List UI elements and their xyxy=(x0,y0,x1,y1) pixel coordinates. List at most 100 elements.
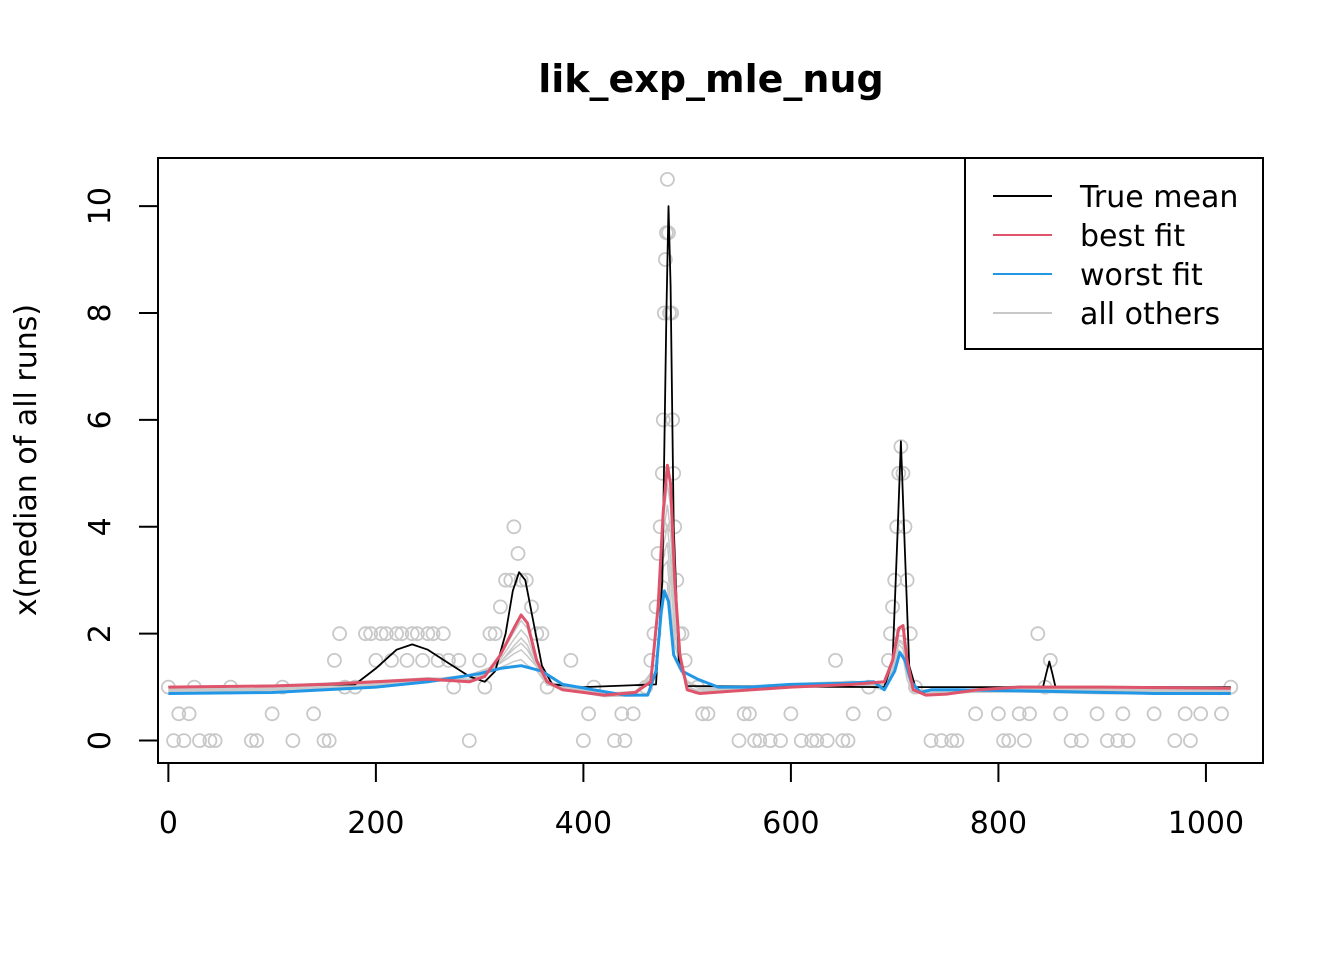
data-point xyxy=(934,733,949,748)
data-point xyxy=(176,733,192,748)
data-point xyxy=(809,733,825,748)
data-point xyxy=(793,733,809,748)
x-tick-label: 1000 xyxy=(1168,806,1244,841)
data-point xyxy=(804,733,820,748)
data-point xyxy=(576,733,591,748)
data-point xyxy=(461,733,477,748)
data-point xyxy=(166,733,182,748)
data-point xyxy=(944,733,960,748)
data-point xyxy=(207,733,223,748)
y-tick-label: 10 xyxy=(83,187,118,225)
data-point xyxy=(420,626,436,642)
data-point xyxy=(1177,706,1193,722)
data-point xyxy=(492,599,508,615)
best-fit-line xyxy=(168,463,1231,697)
legend-label: best fit xyxy=(1080,219,1185,254)
data-point xyxy=(435,626,451,642)
data-point xyxy=(326,653,342,668)
data-point xyxy=(1030,626,1046,642)
data-point xyxy=(742,706,757,722)
data-point xyxy=(1214,706,1229,722)
data-point xyxy=(845,706,861,722)
data-point xyxy=(828,653,843,668)
data-point xyxy=(487,626,503,642)
y-tick-label: 6 xyxy=(83,410,118,429)
legend-box xyxy=(964,157,1264,350)
data-point xyxy=(835,733,851,748)
data-point xyxy=(650,546,666,561)
data-point xyxy=(840,733,856,748)
x-tick-label: 400 xyxy=(555,806,612,841)
data-point xyxy=(1183,733,1198,748)
y-tick-label: 4 xyxy=(83,517,118,536)
data-point xyxy=(363,626,379,642)
data-point xyxy=(482,626,498,642)
x-tick-label: 600 xyxy=(762,806,819,841)
data-point xyxy=(747,733,762,748)
data-point xyxy=(378,626,394,642)
data-point xyxy=(441,653,456,668)
data-point xyxy=(373,626,389,642)
data-point xyxy=(264,706,280,722)
data-point xyxy=(249,733,265,748)
data-point xyxy=(306,706,322,722)
true-mean-line xyxy=(168,205,1231,688)
data-point xyxy=(652,519,668,535)
data-point xyxy=(472,653,488,668)
legend: True mean best fit worst fit all others xyxy=(964,157,1264,350)
data-point xyxy=(695,706,711,722)
data-point xyxy=(181,706,197,722)
data-point xyxy=(1017,733,1032,748)
data-point xyxy=(1100,733,1115,748)
data-point xyxy=(996,733,1011,748)
data-point xyxy=(202,733,218,748)
data-point xyxy=(625,706,641,722)
data-point xyxy=(321,733,337,748)
data-point xyxy=(171,706,187,722)
data-point xyxy=(1001,733,1017,748)
data-point xyxy=(285,733,301,748)
y-tick-label: 8 xyxy=(83,303,118,322)
data-point xyxy=(498,572,514,588)
data-point xyxy=(607,733,622,748)
data-point xyxy=(1074,733,1089,748)
data-point xyxy=(923,733,939,748)
data-point xyxy=(658,252,673,267)
y-tick-label: 0 xyxy=(83,731,118,750)
data-point xyxy=(819,733,835,748)
data-point xyxy=(358,626,373,642)
data-point xyxy=(563,653,579,668)
data-point xyxy=(783,706,799,722)
data-point xyxy=(1011,706,1027,722)
chart-title: lik_exp_mle_nug xyxy=(538,57,884,101)
data-point xyxy=(425,626,441,642)
series-lines xyxy=(168,205,1231,697)
data-point xyxy=(389,626,405,642)
data-point xyxy=(332,626,348,642)
data-point xyxy=(1053,706,1069,722)
data-point xyxy=(700,706,716,722)
x-tick-label: 0 xyxy=(159,806,178,841)
legend-label: worst fit xyxy=(1080,258,1203,293)
data-point xyxy=(773,733,788,748)
data-point xyxy=(885,599,900,615)
data-point xyxy=(399,653,415,668)
data-point xyxy=(881,653,896,668)
data-point xyxy=(1120,733,1136,748)
data-point xyxy=(1089,706,1105,722)
data-point xyxy=(409,626,425,642)
data-point xyxy=(762,733,778,748)
data-point xyxy=(617,733,633,748)
data-point xyxy=(581,706,596,722)
y-axis-label: x(median of all runs) xyxy=(9,304,44,616)
data-point xyxy=(1063,733,1079,748)
data-point xyxy=(1115,706,1131,722)
data-point xyxy=(1110,733,1126,748)
data-point xyxy=(660,171,675,187)
data-point xyxy=(368,653,384,668)
data-point xyxy=(1193,706,1209,722)
data-point xyxy=(506,519,522,535)
data-point xyxy=(192,733,207,748)
data-point xyxy=(404,626,420,642)
data-point xyxy=(991,706,1006,722)
